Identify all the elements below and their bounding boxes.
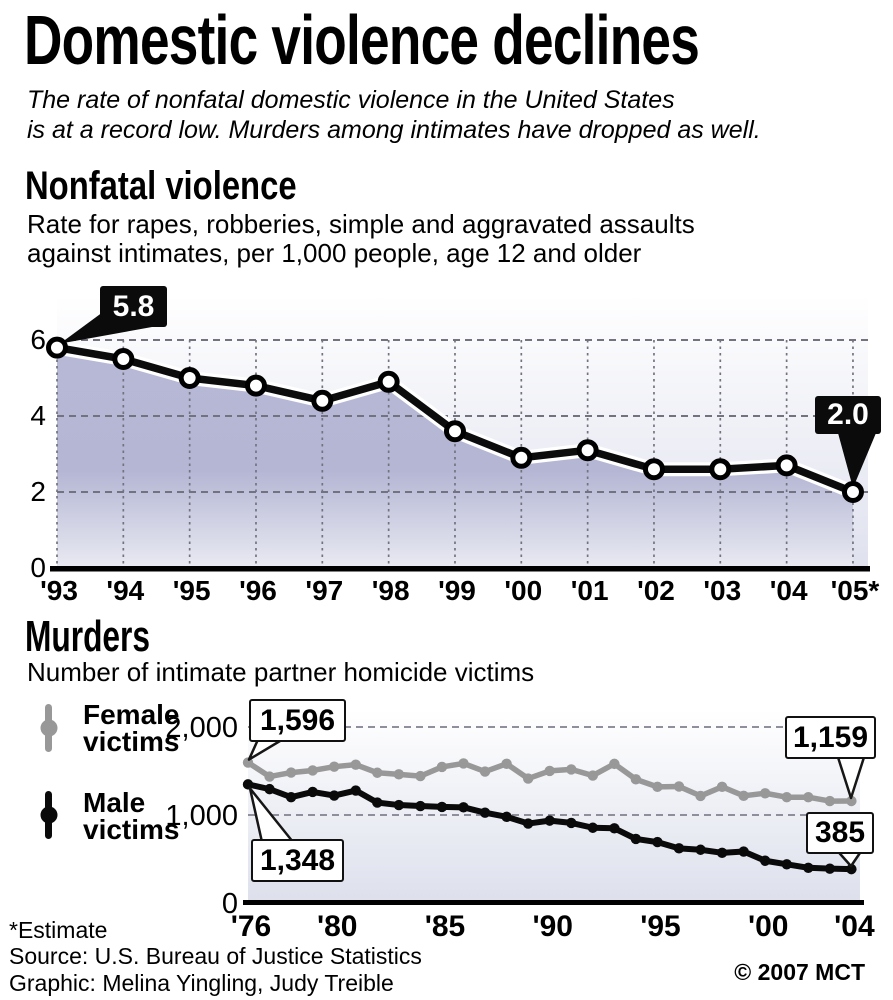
callout-pointers <box>60 312 876 488</box>
svg-text:'95: '95 <box>173 575 211 606</box>
svg-text:'98: '98 <box>372 575 410 606</box>
copyright-line: © 2007 MCT <box>734 959 865 985</box>
svg-text:2: 2 <box>30 476 46 507</box>
legend-male-line-1: Male <box>83 787 146 818</box>
tick-labels: 0 2 4 6 '93 '94 '95 '96 '97 '98 '99 '00 '01 '02 '03 '04… <box>30 324 879 606</box>
svg-text:6: 6 <box>30 324 46 355</box>
callout-male-2004: 385 <box>806 812 874 854</box>
page-title: Domestic violence declines <box>24 1 700 79</box>
svg-text:'90: '90 <box>532 910 573 943</box>
svg-text:'00: '00 <box>504 575 542 606</box>
svg-text:'05*: '05* <box>831 575 880 606</box>
male-victims-legend-marker-icon <box>45 791 52 839</box>
subtitle-line-2: is at a record low. Murders among intima… <box>27 116 761 144</box>
plot-background <box>248 710 860 903</box>
svg-text:'01: '01 <box>571 575 609 606</box>
callout-2005-rate: 2.0 <box>815 396 881 434</box>
callout-1993-rate: 5.8 <box>100 286 167 327</box>
murders-section-description: Number of intimate partner homicide vict… <box>27 657 535 687</box>
svg-text:'96: '96 <box>239 575 277 606</box>
svg-text:0: 0 <box>30 552 46 583</box>
source-line: Source: U.S. Bureau of Justice Statistic… <box>9 943 422 969</box>
tick-labels: 0 1,000 2,000 '76 '80 '85 '90 '95 '00 '04 <box>165 712 875 943</box>
markers <box>46 336 864 503</box>
svg-text:'02: '02 <box>637 575 675 606</box>
svg-text:0: 0 <box>222 888 238 920</box>
callout-female-2004: 1,159 <box>785 716 876 759</box>
female-series-line <box>242 757 857 807</box>
subtitle-line-1: The rate of nonfatal domestic violence i… <box>27 86 675 114</box>
credit-line: Graphic: Melina Yingling, Judy Treible <box>9 970 394 996</box>
svg-text:'03: '03 <box>703 575 741 606</box>
svg-text:'80: '80 <box>317 910 358 943</box>
svg-text:'04: '04 <box>834 910 875 943</box>
x-axis <box>243 900 864 905</box>
female-victims-legend-label: Female victims <box>83 699 180 757</box>
murders-section-heading: Murders <box>25 612 150 661</box>
svg-text:1,000: 1,000 <box>165 800 238 832</box>
gridlines <box>248 726 860 816</box>
nonfatal-section-description: Rate for rapes, robberies, simple and ag… <box>27 210 695 268</box>
x-axis <box>50 566 870 572</box>
svg-text:4: 4 <box>30 400 46 431</box>
nonfatal-desc-line-1: Rate for rapes, robberies, simple and ag… <box>27 209 695 239</box>
male-series-line <box>242 779 857 875</box>
estimate-footnote: *Estimate <box>9 917 108 943</box>
svg-text:'76: '76 <box>231 910 272 943</box>
svg-text:'93: '93 <box>40 575 78 606</box>
callout-male-1976: 1,348 <box>251 839 344 882</box>
svg-text:'04: '04 <box>770 575 808 606</box>
gridlines <box>56 339 868 568</box>
male-victims-legend-label: Male victims <box>83 787 180 845</box>
murders-chart: 0 1,000 2,000 '76 '80 '85 '90 '95 '00 '04 <box>165 710 875 943</box>
svg-text:'00: '00 <box>748 910 789 943</box>
svg-text:2,000: 2,000 <box>165 712 238 744</box>
callout-female-1976: 1,596 <box>249 699 346 742</box>
svg-text:'95: '95 <box>640 910 681 943</box>
legend-female-line-2: victims <box>83 726 180 757</box>
nonfatal-desc-line-2: against intimates, per 1,000 people, age… <box>27 238 642 268</box>
nonfatal-section-heading: Nonfatal violence <box>25 164 297 208</box>
svg-text:'97: '97 <box>305 575 343 606</box>
source-credit: Source: U.S. Bureau of Justice Statistic… <box>9 943 422 997</box>
page-subtitle: The rate of nonfatal domestic violence i… <box>27 85 761 145</box>
female-victims-legend-marker-icon <box>45 704 52 752</box>
svg-text:'85: '85 <box>425 910 466 943</box>
legend-male-line-2: victims <box>83 814 180 845</box>
nonfatal-violence-chart: 0 2 4 6 '93 '94 '95 '96 '97 '98 '99 '00 '01 '02 '03 '04… <box>30 295 879 606</box>
svg-text:'99: '99 <box>438 575 476 606</box>
legend-female-line-1: Female <box>83 699 180 730</box>
svg-text:'94: '94 <box>106 575 144 606</box>
